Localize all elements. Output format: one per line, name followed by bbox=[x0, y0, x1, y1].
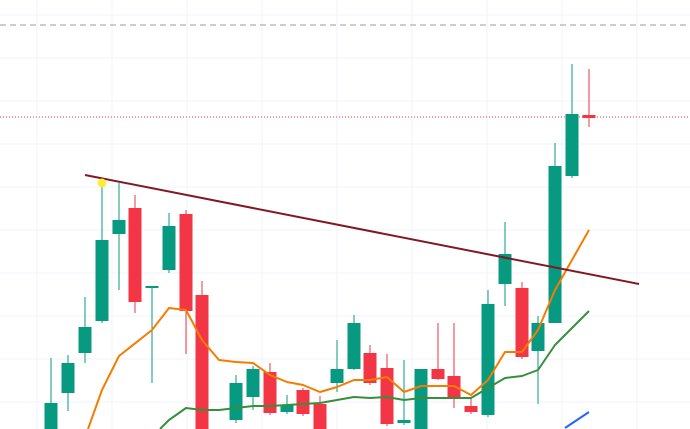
candle-body bbox=[162, 226, 176, 270]
candle-body bbox=[112, 220, 126, 234]
candle-body bbox=[229, 383, 243, 420]
candle-body bbox=[44, 403, 58, 429]
candle-body bbox=[330, 369, 344, 383]
candle-body bbox=[179, 214, 193, 311]
candle-body bbox=[347, 323, 361, 369]
candle-body bbox=[565, 114, 579, 176]
moving-average bbox=[87, 229, 590, 429]
candle-body bbox=[128, 208, 142, 302]
candle-body bbox=[363, 353, 377, 383]
candle-body bbox=[582, 115, 596, 118]
candle-body bbox=[95, 240, 109, 321]
marker-dot bbox=[97, 178, 107, 188]
candle-body bbox=[195, 295, 209, 429]
candle-body bbox=[280, 405, 294, 412]
candle-body bbox=[498, 254, 512, 284]
candle-body bbox=[296, 390, 310, 414]
candle-body bbox=[515, 288, 529, 357]
candle-body bbox=[78, 327, 92, 353]
trend-line bbox=[84, 174, 640, 285]
moving-average bbox=[564, 411, 590, 429]
candle-body bbox=[531, 323, 545, 351]
candle-body bbox=[481, 304, 495, 415]
candle-body bbox=[263, 372, 277, 413]
candle-body bbox=[246, 369, 260, 397]
candle-body bbox=[431, 369, 445, 379]
moving-average bbox=[159, 310, 590, 429]
candle-body bbox=[464, 406, 478, 412]
candle-body bbox=[397, 420, 411, 423]
candle-body bbox=[380, 368, 394, 424]
candle-body bbox=[61, 363, 75, 393]
candle-body bbox=[313, 404, 327, 429]
candle-body bbox=[447, 376, 461, 399]
candle-body bbox=[145, 286, 159, 288]
